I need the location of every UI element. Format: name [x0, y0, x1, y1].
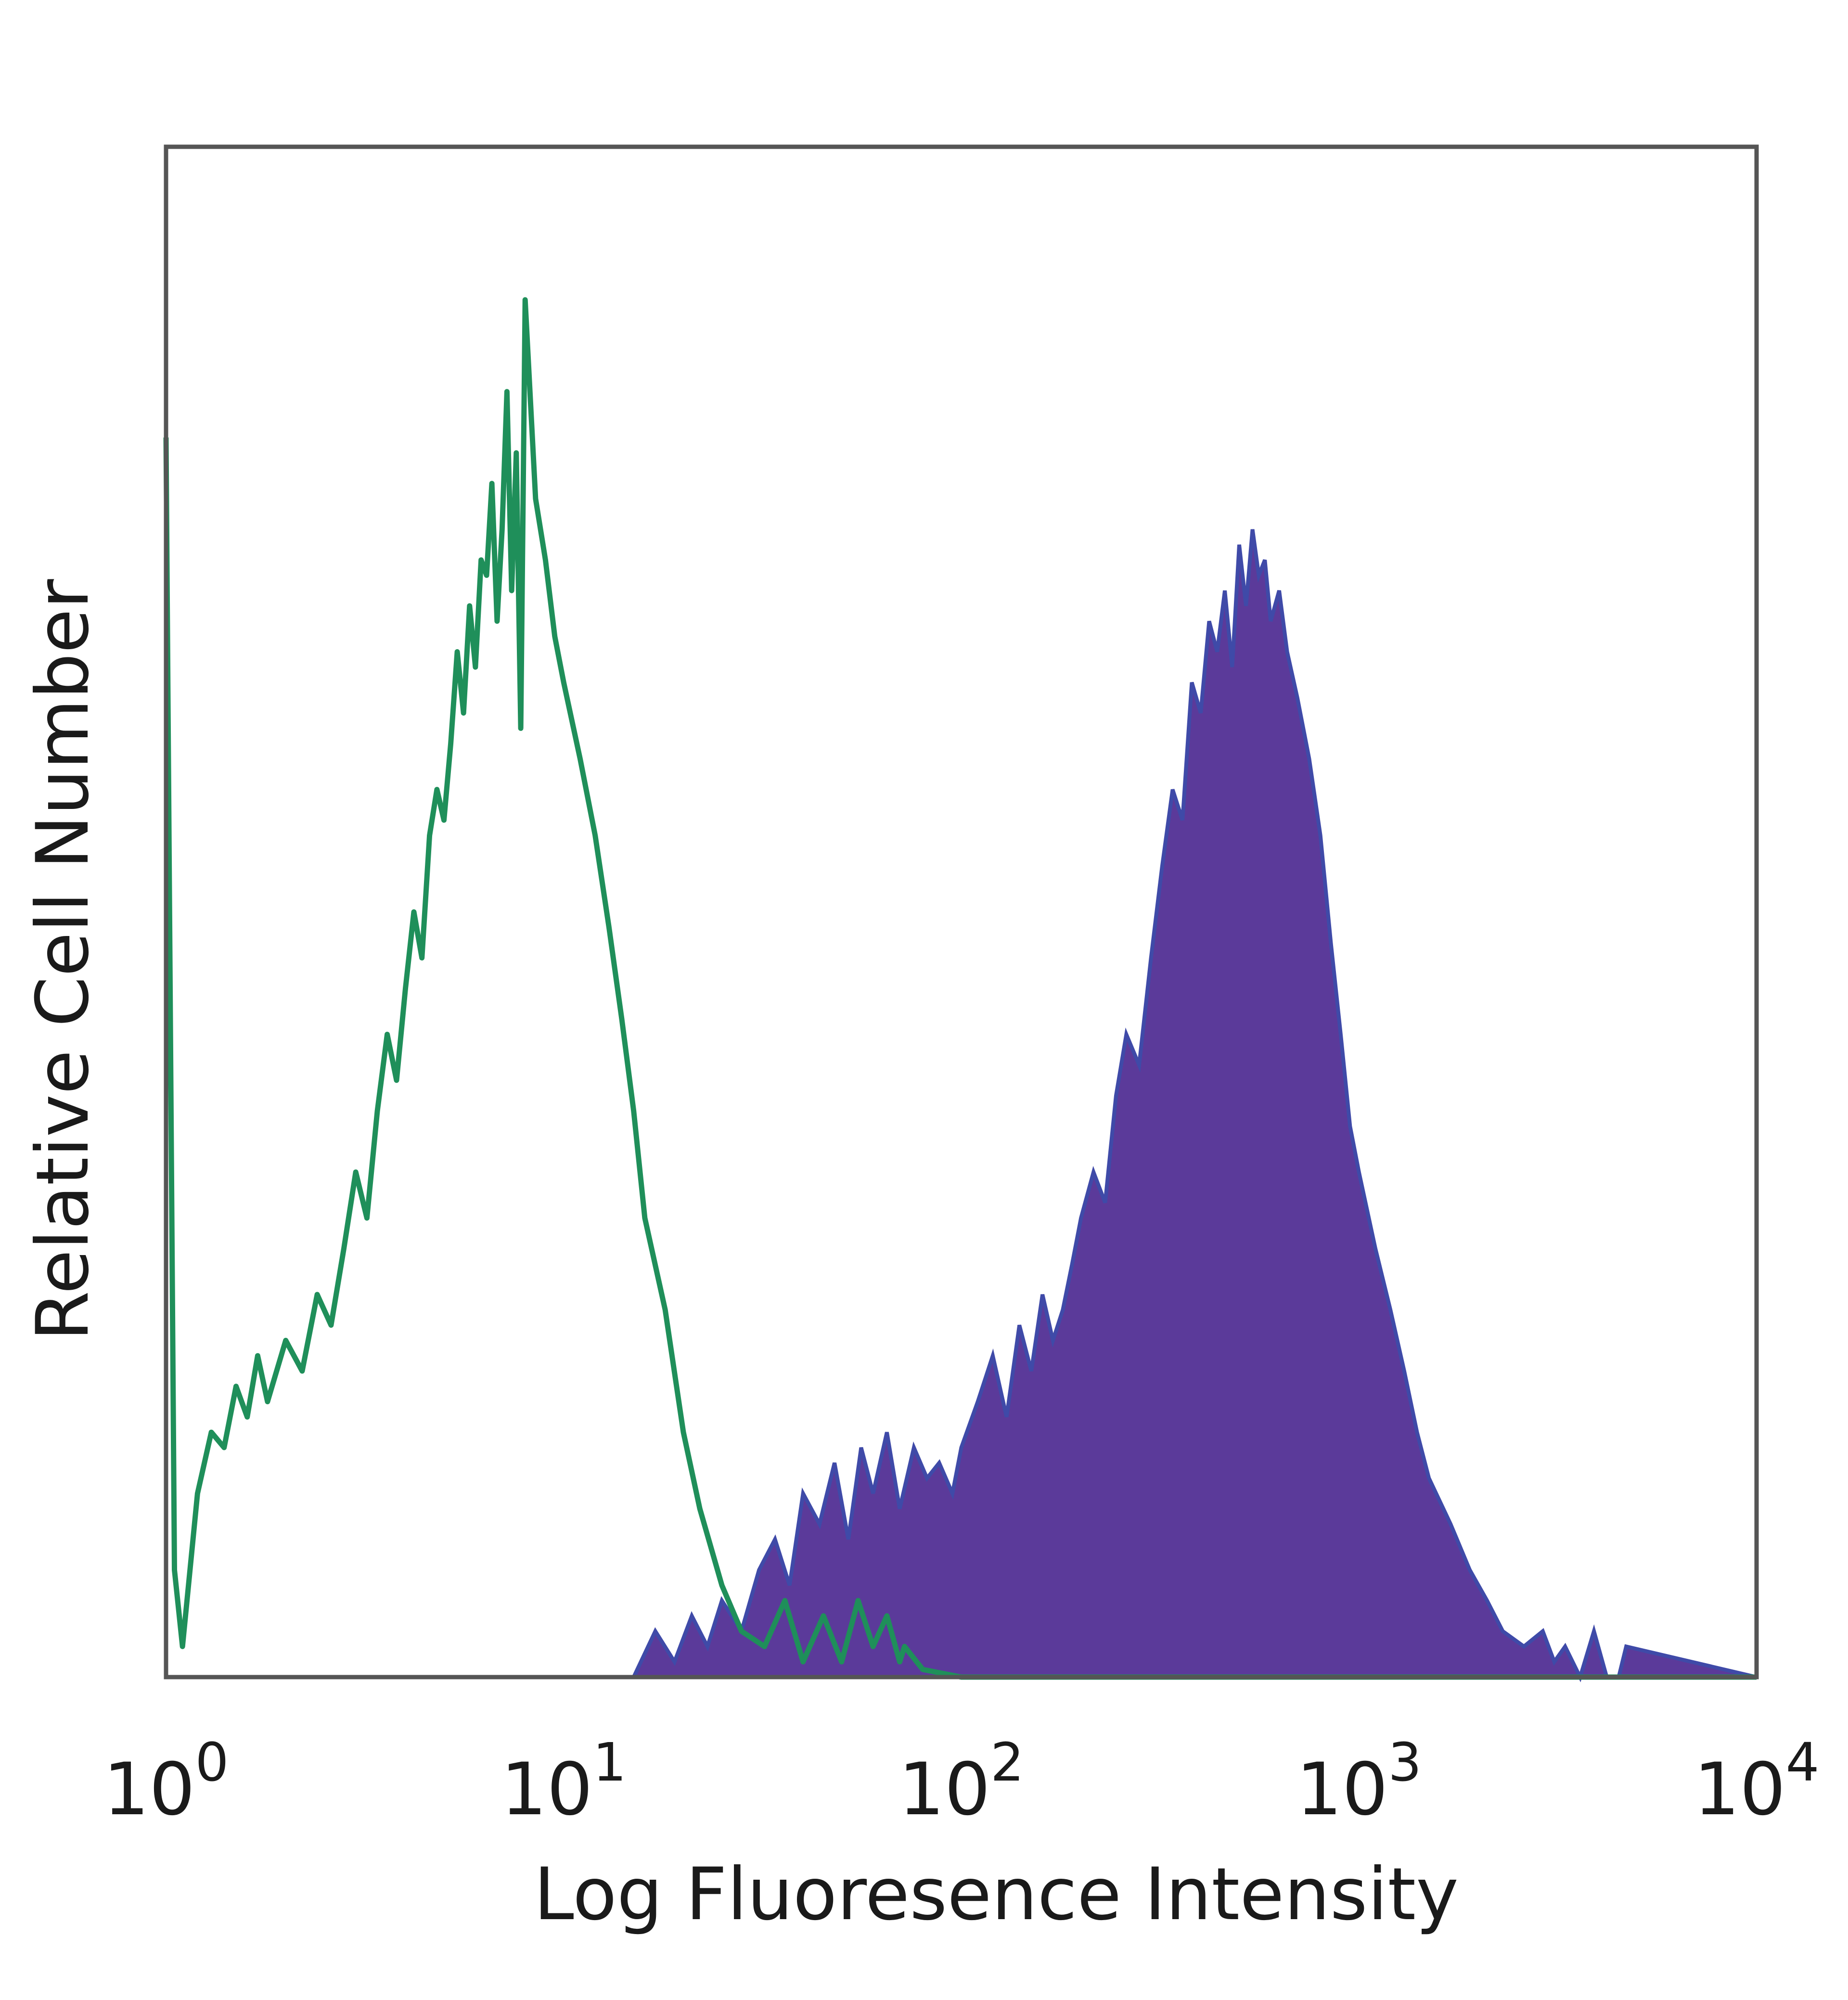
x-tick-label-0: 100: [103, 1731, 229, 1832]
series-layer: [163, 297, 1757, 1682]
x-tick-labels: 100 101 102 103 104: [103, 1731, 1820, 1832]
x-axis-label: Log Fluoresence Intensity: [534, 1853, 1459, 1936]
x-tick-label-1: 101: [501, 1731, 627, 1832]
filled-histogram-series: [166, 529, 1757, 1682]
plot-frame: [164, 144, 1759, 1679]
x-tick-label-4: 104: [1694, 1731, 1820, 1832]
y-axis-label: Relative Cell Number: [21, 579, 105, 1341]
x-tick-label-3: 103: [1296, 1731, 1422, 1832]
outline-histogram-series: [163, 297, 1757, 1680]
x-tick-label-2: 102: [898, 1731, 1024, 1832]
